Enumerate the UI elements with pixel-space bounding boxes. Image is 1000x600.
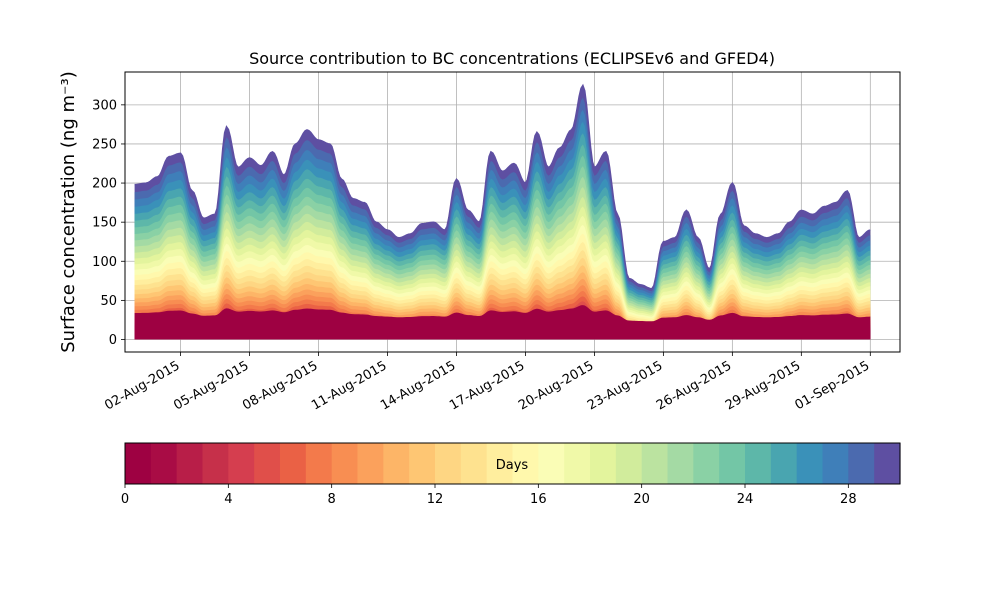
plot-frame [124, 71, 901, 353]
colorbar-swatch [641, 443, 669, 484]
colorbar-swatch [383, 443, 410, 484]
x-tick-label: 29-Aug-2015 [723, 358, 803, 413]
colorbar-tick-label: 16 [530, 492, 547, 507]
colorbar-swatch [590, 443, 617, 484]
x-tick-label: 23-Aug-2015 [585, 358, 665, 413]
colorbar-swatch [305, 443, 333, 484]
colorbar-swatch [486, 443, 514, 484]
x-tick-label: 08-Aug-2015 [240, 358, 320, 413]
colorbar-swatch [719, 443, 746, 484]
chart-title: Source contribution to BC concentrations… [249, 49, 775, 68]
y-tick-label: 100 [92, 255, 117, 270]
x-tick-label: 05-Aug-2015 [171, 358, 251, 413]
colorbar-label: Days [496, 458, 529, 473]
y-axis: 0 50 100 150 200 250 300 [92, 98, 125, 348]
colorbar-ticks: 0 4 8 12 16 20 24 28 [121, 484, 857, 507]
colorbar-tick-label: 20 [633, 492, 650, 507]
colorbar-swatch [125, 443, 152, 484]
colorbar-swatch [822, 443, 849, 484]
colorbar-tick-label: 24 [737, 492, 754, 507]
colorbar-swatch [667, 443, 694, 484]
total-line [134, 83, 871, 290]
colorbar-swatch [745, 443, 772, 484]
y-tick-label: 250 [92, 137, 117, 152]
colorbar-swatch [435, 443, 462, 484]
colorbar-swatch [796, 443, 824, 484]
x-tick-label: 01-Sep-2015 [792, 358, 872, 413]
x-tick-label: 14-Aug-2015 [378, 358, 458, 413]
colorbar-swatch [538, 443, 565, 484]
colorbar-swatch [564, 443, 591, 484]
colorbar-swatch [202, 443, 229, 484]
x-tick-label: 20-Aug-2015 [516, 358, 596, 413]
colorbar-swatch [331, 443, 359, 484]
total-line-layer [134, 83, 871, 290]
colorbar-tick-label: 12 [427, 492, 444, 507]
colorbar [125, 443, 901, 484]
colorbar-tick-label: 4 [224, 492, 232, 507]
y-tick-label: 50 [100, 294, 117, 309]
colorbar-swatch [280, 443, 307, 484]
colorbar-swatch [512, 443, 539, 484]
y-axis-label: Surface concentration (ng m⁻³) [58, 71, 79, 353]
colorbar-swatch [150, 443, 178, 484]
area-bands [134, 85, 871, 340]
y-tick-label: 150 [92, 216, 117, 231]
colorbar-swatch [357, 443, 384, 484]
colorbar-tick-label: 0 [121, 492, 129, 507]
colorbar-swatch [460, 443, 488, 484]
x-axis: 02-Aug-201505-Aug-201508-Aug-201511-Aug-… [102, 352, 872, 414]
colorbar-swatch [228, 443, 255, 484]
colorbar-swatch [254, 443, 281, 484]
colorbar-swatch [848, 443, 875, 484]
colorbar-tick-label: 8 [328, 492, 336, 507]
colorbar-frame [124, 442, 901, 485]
area-band-base [134, 305, 871, 340]
x-tick-label: 11-Aug-2015 [309, 358, 389, 413]
colorbar-swatch [770, 443, 798, 484]
x-tick-label: 17-Aug-2015 [447, 358, 527, 413]
x-tick-label: 26-Aug-2015 [654, 358, 734, 413]
colorbar-swatch [176, 443, 204, 484]
y-tick-label: 0 [109, 333, 117, 348]
colorbar-tick-label: 28 [840, 492, 857, 507]
y-tick-label: 200 [92, 177, 117, 192]
colorbar-swatch [874, 443, 901, 484]
y-tick-label: 300 [92, 98, 117, 113]
colorbar-swatch [615, 443, 643, 484]
colorbar-swatch [693, 443, 720, 484]
x-tick-label: 02-Aug-2015 [102, 358, 182, 413]
colorbar-swatch [409, 443, 436, 484]
